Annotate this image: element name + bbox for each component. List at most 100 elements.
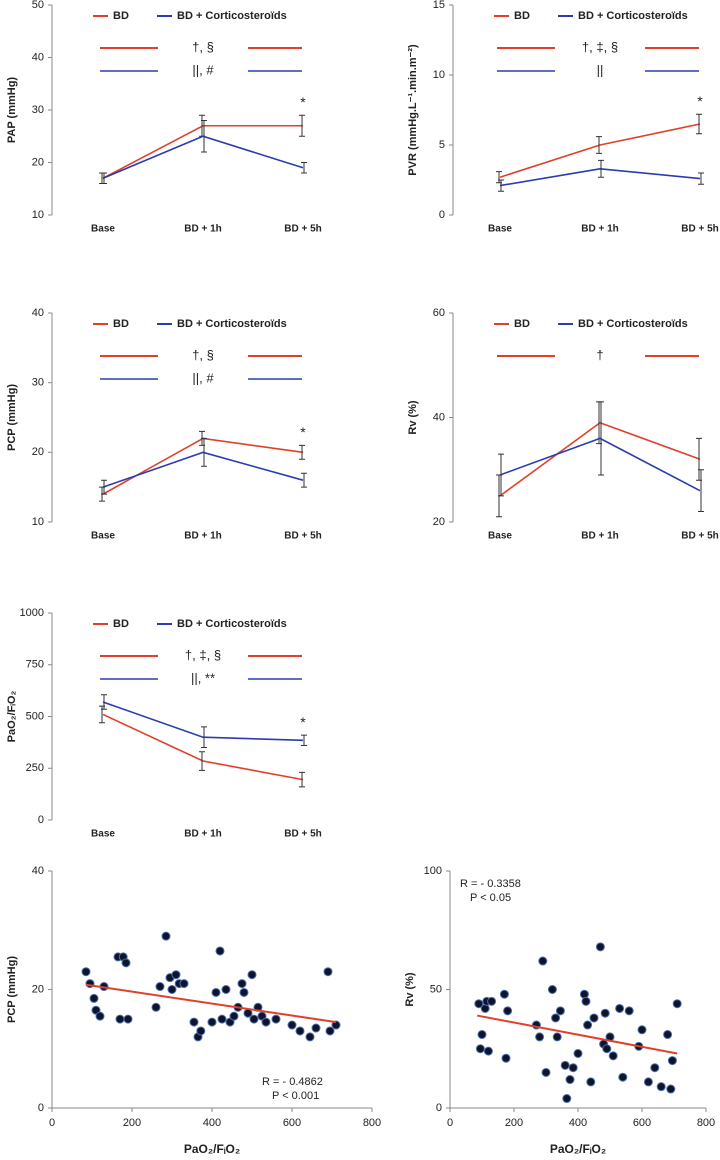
- x-tick-label: 0: [49, 1117, 55, 1129]
- point: [179, 979, 189, 989]
- series-line: [102, 124, 303, 179]
- point: [161, 931, 171, 941]
- x-tick-label: Base: [91, 829, 115, 840]
- point: [583, 1020, 593, 1030]
- y-tick-label: 5: [439, 139, 445, 151]
- point: [237, 979, 247, 989]
- point: [565, 1075, 575, 1085]
- point: [535, 1032, 545, 1042]
- point: [562, 1094, 572, 1104]
- y-tick-label: 0: [436, 1102, 442, 1114]
- y-tick-label: 500: [26, 710, 44, 722]
- series-line: [102, 701, 304, 742]
- y-tick-label: 30: [32, 104, 44, 116]
- error-bar: [498, 453, 504, 497]
- point: [89, 993, 99, 1003]
- y-tick-label: 750: [26, 659, 44, 671]
- point: [573, 1048, 583, 1058]
- y-tick-label: 1000: [20, 607, 44, 619]
- y-tick-label: 100: [424, 865, 442, 877]
- legend-label: BD + Corticosteroïds: [177, 318, 287, 330]
- series-line: [102, 713, 304, 781]
- x-tick-label: 400: [203, 1117, 221, 1129]
- annotation: R = - 0.3358: [460, 878, 521, 890]
- error-bar: [299, 444, 305, 460]
- y-axis-label: PaO₂/FᵢO₂: [6, 691, 18, 743]
- annotation: P < 0.001: [272, 1090, 319, 1102]
- significance-marker: *: [697, 93, 703, 109]
- y-tick-label: 40: [32, 865, 44, 877]
- x-tick-label: Base: [488, 224, 512, 235]
- significance-marker: *: [300, 424, 306, 440]
- point: [637, 1025, 647, 1035]
- x-tick-label: BD + 5h: [284, 829, 322, 840]
- x-tick-label: BD + 1h: [184, 829, 222, 840]
- error-bar: [596, 136, 602, 154]
- x-tick-label: BD + 5h: [681, 224, 719, 235]
- point: [207, 1017, 217, 1027]
- x-axis-label: PaO₂/FᵢO₂: [184, 1142, 240, 1156]
- point: [323, 967, 333, 977]
- point: [608, 1051, 618, 1061]
- error-bar: [698, 469, 704, 513]
- point: [538, 956, 548, 966]
- y-tick-label: 20: [32, 983, 44, 995]
- point: [555, 1006, 565, 1016]
- error-bar: [598, 401, 604, 476]
- series-line: [102, 135, 304, 179]
- x-tick-label: 600: [283, 1117, 301, 1129]
- point: [287, 1020, 297, 1030]
- error-bar: [598, 159, 604, 178]
- significance-label: ||, #: [192, 370, 214, 385]
- point: [499, 989, 509, 999]
- point: [217, 1014, 227, 1024]
- y-tick-label: 10: [433, 69, 445, 81]
- x-tick-label: 800: [697, 1117, 715, 1129]
- point: [81, 967, 91, 977]
- x-tick-label: BD + 1h: [184, 224, 222, 235]
- y-tick-label: 20: [32, 156, 44, 168]
- significance-label: †, §: [192, 39, 214, 54]
- y-tick-label: 60: [433, 307, 445, 319]
- point: [541, 1067, 551, 1077]
- error-bar: [299, 771, 305, 788]
- point: [215, 946, 225, 956]
- y-axis-label: Rv (%): [404, 972, 416, 1007]
- y-tick-label: 40: [32, 307, 44, 319]
- point: [474, 999, 484, 1009]
- y-tick-label: 0: [38, 1102, 44, 1114]
- point: [503, 1006, 513, 1016]
- point: [249, 1014, 259, 1024]
- x-tick-label: Base: [488, 531, 512, 542]
- significance-label: †, ‡, §: [185, 647, 221, 662]
- significance-label: †, §: [192, 347, 214, 362]
- error-bar: [301, 734, 307, 746]
- point: [552, 1032, 562, 1042]
- point: [551, 1013, 561, 1023]
- point: [667, 1056, 677, 1066]
- point: [618, 1072, 628, 1082]
- x-tick-label: Base: [91, 224, 115, 235]
- point: [477, 1030, 487, 1040]
- point: [196, 1026, 206, 1036]
- point: [666, 1084, 676, 1094]
- point: [595, 942, 605, 952]
- point: [295, 1026, 305, 1036]
- point: [568, 1063, 578, 1073]
- point: [586, 1077, 596, 1087]
- legend-label: BD: [514, 10, 530, 22]
- y-tick-label: 15: [433, 0, 445, 11]
- series-line: [499, 123, 701, 178]
- error-bar: [696, 113, 702, 135]
- legend-label: BD: [514, 318, 530, 330]
- point: [167, 985, 177, 994]
- point: [581, 996, 591, 1006]
- point: [624, 1006, 634, 1016]
- y-tick-label: 30: [32, 377, 44, 389]
- series-line: [499, 437, 701, 492]
- y-axis-label: PCP (mmHg): [6, 956, 18, 1023]
- error-bar: [201, 726, 207, 749]
- point: [560, 1060, 570, 1070]
- significance-label: ||, **: [191, 670, 215, 685]
